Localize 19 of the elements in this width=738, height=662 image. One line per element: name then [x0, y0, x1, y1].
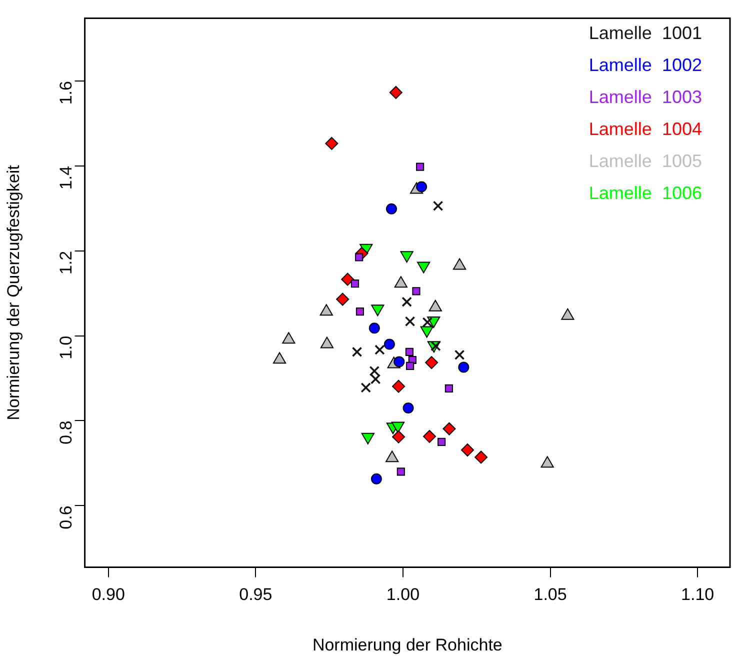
- text: Lamelle 1001: [588, 23, 702, 44]
- x-tick-label: 1.05: [534, 585, 567, 604]
- y-tick-label: 0.8: [56, 420, 76, 444]
- x-axis-title: Normierung der Rohichte: [312, 635, 502, 654]
- x-tick-label: 1.00: [386, 585, 420, 604]
- x-tick-label: 0.90: [92, 585, 125, 604]
- text: Lamelle 1003: [588, 87, 702, 108]
- y-axis-title: Normierung der Querzugfestigkeit: [4, 164, 23, 420]
- y-tick-label: 1.0: [56, 336, 76, 360]
- x-tick-label: 0.95: [239, 585, 272, 604]
- y-tick-label: 1.6: [56, 81, 76, 105]
- text: Lamelle 1004: [588, 119, 702, 140]
- y-tick-label: 1.2: [56, 250, 76, 275]
- y-tick-label: 0.6: [56, 506, 76, 530]
- y-tick-label: 1.4: [56, 166, 76, 190]
- x-tick-label: 1.10: [681, 585, 714, 604]
- text: Lamelle 1005: [588, 151, 702, 172]
- text: Lamelle 1006: [588, 183, 702, 204]
- text: Lamelle 1002: [588, 55, 702, 76]
